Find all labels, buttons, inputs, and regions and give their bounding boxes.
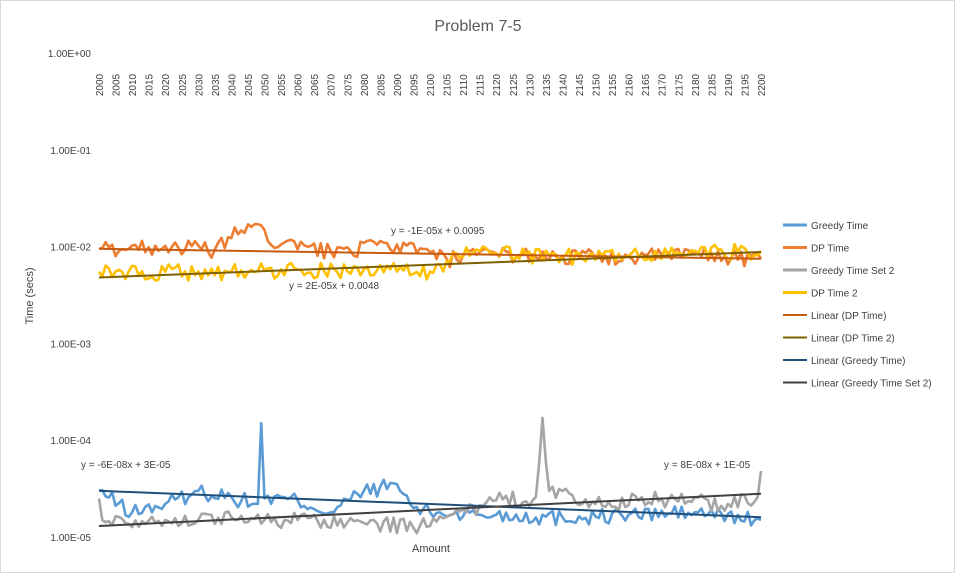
x-tick-label: 2135 [542, 73, 553, 96]
x-tick-label: 2185 [707, 73, 718, 96]
x-tick-label: 2080 [360, 73, 371, 96]
x-tick-label: 2045 [244, 73, 255, 96]
x-tick-label: 2155 [608, 73, 619, 96]
legend-entry: DP Time 2 [811, 289, 858, 300]
x-tick-label: 2085 [376, 73, 387, 96]
y-tick-label: 1.00E-01 [50, 146, 91, 157]
legend-entry: Linear (DP Time 2) [811, 334, 895, 345]
y-axis-title: Time (secs) [24, 267, 36, 324]
x-tick-label: 2115 [476, 74, 487, 96]
series-line-greedy-time [98, 421, 762, 527]
series-line-greedy-time-set-2 [97, 416, 763, 535]
x-tick-label: 2120 [492, 73, 503, 96]
legend-entry: Linear (DP Time) [811, 311, 886, 322]
x-tick-label: 2025 [178, 73, 189, 96]
x-tick-label: 2100 [426, 73, 437, 96]
x-tick-label: 2030 [194, 73, 205, 96]
x-tick-label: 2065 [310, 73, 321, 96]
x-tick-label: 2090 [393, 73, 404, 96]
trendlines [98, 247, 762, 527]
x-tick-label: 2035 [211, 73, 222, 96]
legend: Greedy Time DP Time Greedy Time Set 2 DP Ti… [783, 221, 932, 390]
x-tick-label: 2170 [658, 73, 669, 96]
trendline-equation: y = 8E-08x + 1E-05 [664, 460, 751, 471]
x-tick-label: 2000 [95, 73, 106, 96]
chart-title: Problem 7-5 [434, 18, 521, 35]
x-tick-label: 2175 [674, 73, 685, 96]
x-tick-label: 2150 [592, 73, 603, 96]
x-tick-label: 2145 [575, 73, 586, 96]
legend-entry: Linear (Greedy Time Set 2) [811, 379, 932, 390]
x-tick-label: 2125 [509, 73, 520, 96]
x-tick-label: 2105 [443, 73, 454, 96]
x-tick-label: 2110 [459, 74, 470, 96]
y-tick-label: 1.00E-03 [50, 339, 91, 350]
x-tick-label: 2195 [740, 73, 751, 96]
x-tick-label: 2060 [294, 73, 305, 96]
series-line-dp-time [98, 222, 763, 269]
x-axis-title: Amount [412, 543, 450, 555]
series-line-linear-dp-time-2 [98, 251, 762, 279]
series-lines [97, 222, 763, 535]
x-tick-label: 2190 [724, 73, 735, 96]
x-tick-labels: 2000 2005 2010 2015 2020 2025 2030 2035 2040 2045… [95, 73, 768, 96]
x-tick-label: 2055 [277, 73, 288, 96]
x-tick-label: 2020 [161, 73, 172, 96]
y-tick-label: 1.00E-02 [50, 243, 91, 254]
legend-entry: DP Time [811, 244, 850, 255]
x-tick-label: 2140 [558, 73, 569, 96]
y-tick-labels: 1.00E+00 1.00E-01 1.00E-02 1.00E-03 1.00E-04… [48, 49, 92, 544]
x-tick-label: 2160 [625, 73, 636, 96]
series-line-linear-greedy-time-set-2 [98, 492, 762, 527]
y-tick-label: 1.00E-04 [50, 436, 91, 447]
x-tick-label: 2200 [757, 73, 768, 96]
trendline-equation: y = -6E-08x + 3E-05 [81, 460, 171, 471]
legend-entry: Greedy Time Set 2 [811, 266, 895, 277]
legend-entry: Linear (Greedy Time) [811, 356, 905, 367]
y-tick-label: 1.00E-05 [50, 533, 91, 544]
x-tick-label: 2005 [112, 73, 123, 96]
x-tick-label: 2165 [641, 73, 652, 96]
x-tick-label: 2070 [327, 73, 338, 96]
x-tick-label: 2040 [227, 73, 238, 96]
legend-entry: Greedy Time [811, 221, 869, 232]
x-tick-label: 2095 [409, 73, 420, 96]
y-tick-label: 1.00E+00 [48, 49, 92, 60]
x-tick-label: 2015 [145, 73, 156, 96]
x-tick-label: 2180 [691, 73, 702, 96]
series-line-linear-greedy-time [98, 489, 762, 519]
trendline-equation: y = -1E-05x + 0.0095 [391, 226, 485, 237]
x-tick-label: 2130 [525, 73, 536, 96]
trendline-equation: y = 2E-05x + 0.0048 [289, 281, 380, 292]
x-tick-label: 2050 [261, 73, 272, 96]
trendline-equations: y = -1E-05x + 0.0095 y = 2E-05x + 0.0048 y… [81, 226, 751, 471]
x-tick-label: 2010 [128, 73, 139, 96]
x-tick-label: 2075 [343, 73, 354, 96]
